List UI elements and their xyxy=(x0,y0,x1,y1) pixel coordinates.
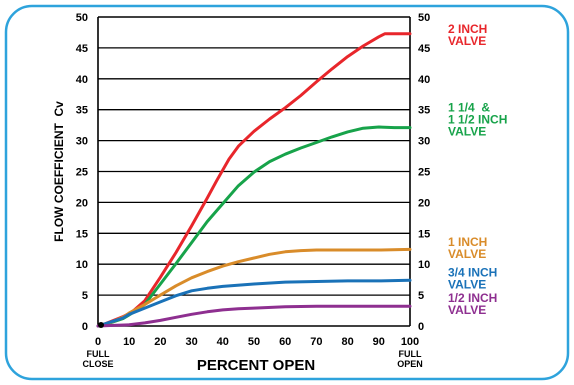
x-end-label-right-1: OPEN xyxy=(397,359,423,369)
y-tick-left-35: 35 xyxy=(76,105,88,117)
y-tick-right-30: 30 xyxy=(418,136,430,148)
x-tick-70: 70 xyxy=(310,336,322,348)
y-tick-right-20: 20 xyxy=(418,197,430,209)
y-tick-left-45: 45 xyxy=(76,43,88,55)
x-axis-title: PERCENT OPEN xyxy=(197,357,315,374)
y-tick-left-5: 5 xyxy=(82,290,88,302)
series-label-3-line-1: VALVE xyxy=(448,277,486,291)
y-tick-left-25: 25 xyxy=(76,167,88,179)
y-tick-right-50: 50 xyxy=(418,12,430,24)
series-layer xyxy=(96,32,412,328)
x-tick-20: 20 xyxy=(154,336,166,348)
series-label-2-line-1: VALVE xyxy=(448,247,486,261)
series-line-4 xyxy=(96,304,412,328)
series-label-2-line-0: 1 INCH xyxy=(448,235,487,249)
y-tick-right-15: 15 xyxy=(418,228,430,240)
y-tick-right-0: 0 xyxy=(418,321,424,333)
y-tick-left-40: 40 xyxy=(76,74,88,86)
x-tick-60: 60 xyxy=(279,336,291,348)
series-label-4-line-0: 1/2 INCH xyxy=(448,291,497,305)
y-tick-right-35: 35 xyxy=(418,105,430,117)
series-line-3 xyxy=(96,278,412,328)
x-tick-80: 80 xyxy=(341,336,353,348)
x-tick-90: 90 xyxy=(373,336,385,348)
series-label-4-line-1: VALVE xyxy=(448,303,486,317)
y-tick-right-5: 5 xyxy=(418,290,424,302)
series-label-1-line-2: VALVE xyxy=(448,125,486,139)
origin-marker xyxy=(98,322,104,328)
y-tick-left-10: 10 xyxy=(76,259,88,271)
y-tick-right-10: 10 xyxy=(418,259,430,271)
y-tick-left-20: 20 xyxy=(76,197,88,209)
y-tick-left-30: 30 xyxy=(76,136,88,148)
series-label-0-line-0: 2 INCH xyxy=(448,22,487,36)
y-tick-right-40: 40 xyxy=(418,74,430,86)
y-tick-right-45: 45 xyxy=(418,43,430,55)
y-tick-left-50: 50 xyxy=(76,12,88,24)
chart-frame xyxy=(4,4,570,381)
series-label-1-line-0: 1 1/4 & xyxy=(448,101,490,115)
x-tick-30: 30 xyxy=(185,336,197,348)
x-end-label-left-1: CLOSE xyxy=(82,359,113,369)
x-tick-10: 10 xyxy=(123,336,135,348)
y-axis-title: FLOW COEFFICIENT Cv xyxy=(52,101,66,242)
y-tick-left-15: 15 xyxy=(76,228,88,240)
y-tick-left-0: 0 xyxy=(82,321,88,333)
x-end-label-left-0: FULL xyxy=(87,349,110,359)
x-tick-40: 40 xyxy=(217,336,229,348)
series-label-0-line-1: VALVE xyxy=(448,34,486,48)
x-tick-0: 0 xyxy=(95,336,101,348)
series-label-1-line-1: 1 1/2 INCH xyxy=(448,113,507,127)
x-tick-50: 50 xyxy=(248,336,260,348)
x-end-label-right-0: FULL xyxy=(399,349,422,359)
series-label-3-line-0: 3/4 INCH xyxy=(448,265,497,279)
y-tick-right-25: 25 xyxy=(418,167,430,179)
x-tick-100: 100 xyxy=(401,336,419,348)
